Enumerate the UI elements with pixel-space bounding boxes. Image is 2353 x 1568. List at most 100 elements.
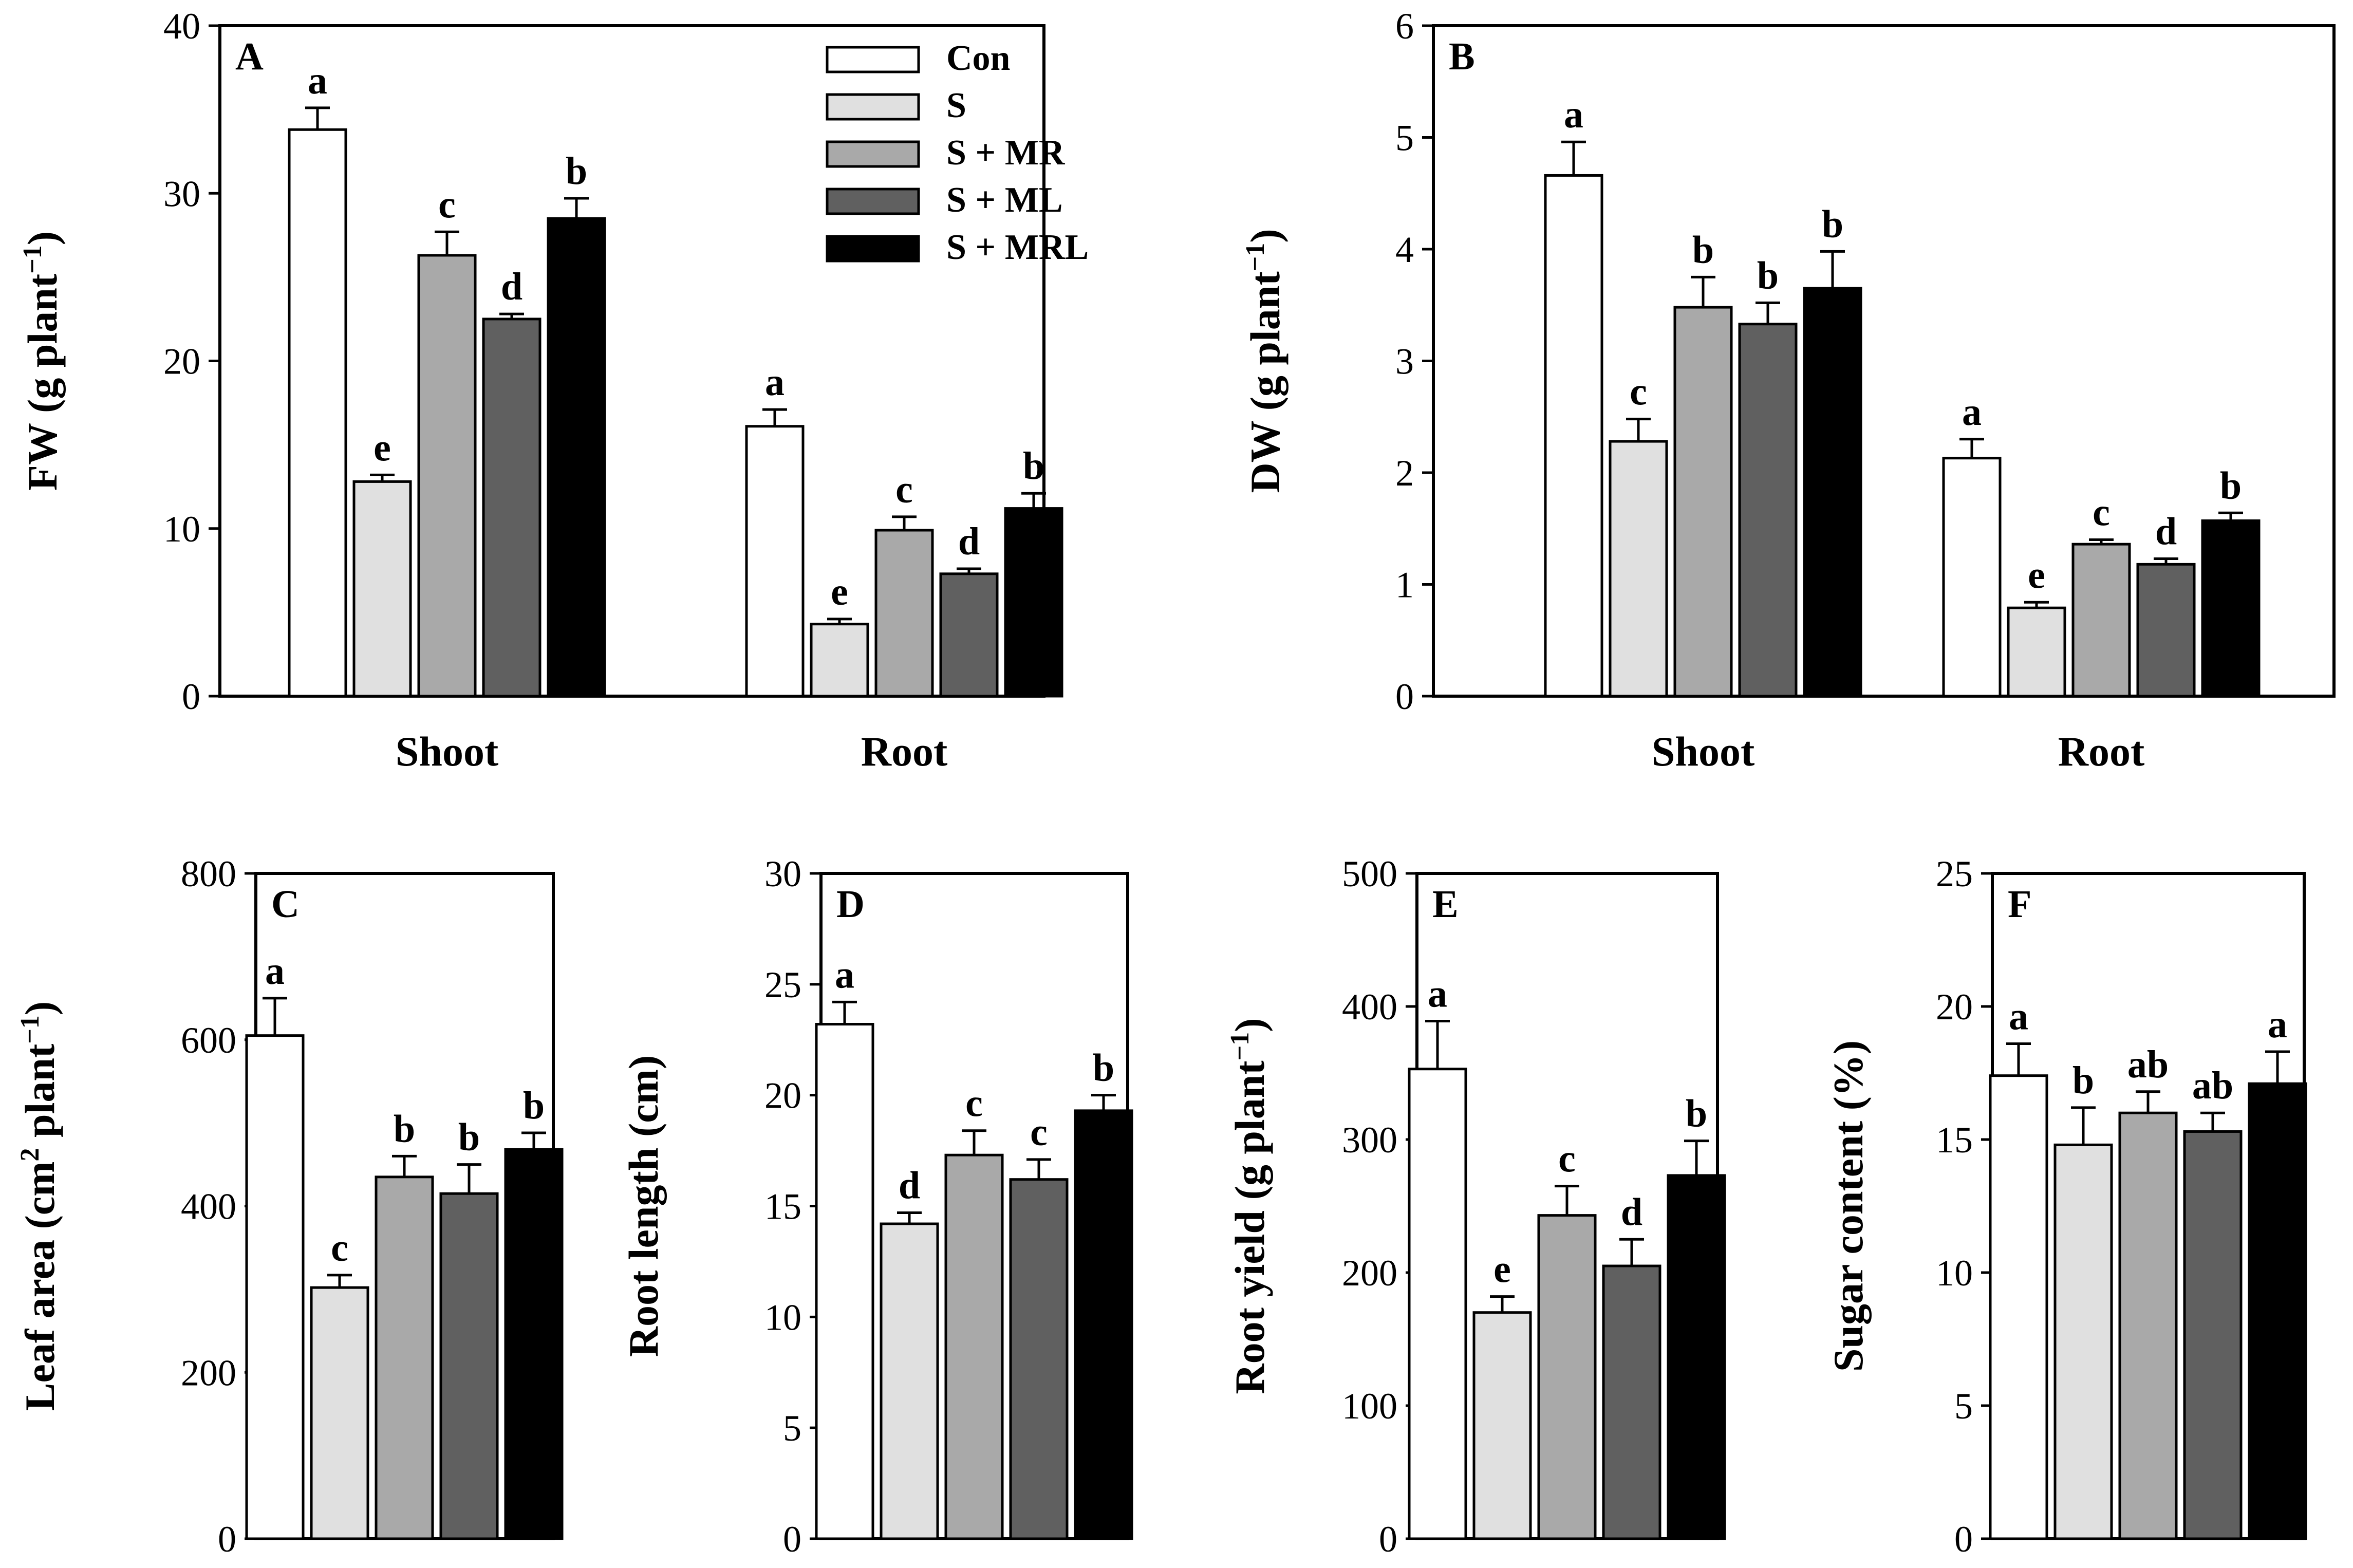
category-label: Shoot: [396, 728, 499, 775]
y-axis-label: FW (g plant−1): [18, 231, 66, 491]
significance-letter: a: [308, 59, 327, 102]
bar: [1989, 1074, 2048, 1540]
bar: [417, 254, 477, 698]
significance-letter: a: [765, 361, 785, 404]
significance-letter: d: [1621, 1190, 1642, 1234]
y-tick-label: 200: [1342, 1253, 1397, 1294]
y-tick-label: 30: [764, 853, 801, 894]
significance-letter: c: [1030, 1111, 1048, 1154]
y-tick-label: 10: [1936, 1253, 1973, 1294]
bar: [1667, 1174, 1726, 1540]
chart-panel-e: 0 100 200 300 400 500 Root yield (g plant−1) Ea…: [1225, 853, 1726, 1560]
y-axis-label-text: FW (g plant: [19, 274, 66, 491]
bar: [245, 1034, 305, 1540]
significance-letter: b: [458, 1116, 480, 1159]
legend-label: S + MR: [946, 133, 1066, 173]
y-tick-label: 30: [163, 173, 200, 214]
bar: [1602, 1264, 1661, 1540]
y-axis-label-text: ): [1242, 229, 1288, 242]
y-tick-label: 10: [764, 1297, 801, 1338]
bar: [2071, 543, 2131, 698]
significance-letter: b: [1757, 254, 1779, 297]
bar: [1537, 1214, 1597, 1540]
y-tick-label: 0: [1954, 1519, 1973, 1560]
y-tick-label: 20: [764, 1075, 801, 1116]
significance-letter: b: [2220, 464, 2242, 507]
legend-label: Con: [946, 39, 1010, 78]
significance-letter: c: [1558, 1137, 1576, 1181]
significance-letter: a: [835, 953, 854, 996]
significance-letter: a: [265, 949, 285, 993]
legend-label: S: [946, 86, 966, 125]
bar: [504, 1148, 564, 1540]
legend-label: S + MRL: [946, 228, 1089, 267]
significance-letter: c: [895, 468, 913, 511]
y-tick-label: 0: [218, 1519, 236, 1560]
y-tick-label: 10: [163, 509, 200, 550]
y-axis-label-text: Root length (cm): [620, 1055, 667, 1357]
bar: [745, 425, 805, 698]
y-tick-label: 2: [1395, 453, 1414, 494]
significance-letter: b: [394, 1107, 415, 1150]
significance-letter: a: [2009, 995, 2028, 1038]
category-label: Root: [861, 728, 948, 775]
legend-swatch: [826, 235, 920, 263]
y-axis-label-text: ): [19, 231, 66, 245]
bar: [375, 1175, 434, 1540]
bar: [1803, 287, 1862, 698]
y-tick-label: 300: [1342, 1119, 1397, 1161]
y-tick-label: 20: [1936, 986, 1973, 1028]
panel-letter: E: [1432, 883, 1459, 926]
y-tick-label: 5: [1395, 118, 1414, 159]
y-tick-label: 0: [1379, 1519, 1397, 1560]
y-axis-label-text: Root yield (g plant: [1226, 1060, 1273, 1394]
bar: [1004, 507, 1063, 698]
y-tick-label: 0: [783, 1519, 801, 1560]
bar: [874, 529, 934, 698]
y-tick-label: 4: [1395, 229, 1414, 270]
y-axis-label-text: plant: [16, 1044, 63, 1148]
y-axis-label-superscript: −1: [1225, 1032, 1255, 1061]
bar: [352, 480, 412, 698]
bar: [439, 1192, 499, 1540]
significance-letter: b: [1686, 1092, 1707, 1135]
bar: [2248, 1082, 2307, 1540]
y-axis-label: Root yield (g plant−1): [1225, 1018, 1273, 1394]
y-tick-label: 25: [1936, 853, 1973, 894]
y-axis-label: Root length (cm): [620, 1055, 667, 1357]
legend-swatch: [826, 46, 920, 73]
significance-letter: e: [374, 426, 391, 469]
panel-letter: B: [1449, 35, 1475, 78]
bar: [1738, 323, 1798, 698]
bar: [1544, 174, 1603, 698]
significance-letter: a: [2268, 1003, 2287, 1046]
bar: [944, 1153, 1004, 1540]
y-axis-label: Sugar content (%): [1825, 1040, 1872, 1372]
y-tick-label: 1: [1395, 565, 1414, 606]
bar: [310, 1286, 369, 1540]
legend: Con S S + MR S + ML S + MRL: [826, 39, 1089, 267]
y-axis-label-superscript: −1: [18, 245, 47, 274]
significance-letter: c: [438, 183, 456, 226]
bar: [2136, 563, 2196, 698]
chart-panel-d: 0 5 10 15 20 25 30 Root length (cm) Da d c c b: [620, 853, 1133, 1560]
bar: [880, 1222, 939, 1540]
y-tick-label: 500: [1342, 853, 1397, 894]
y-axis-label-text: Sugar content (%): [1825, 1040, 1872, 1372]
panel-letter: F: [2008, 883, 2031, 926]
bar: [2183, 1130, 2243, 1540]
y-axis-label: DW (g plant−1): [1241, 229, 1288, 493]
legend-swatch: [826, 93, 920, 121]
significance-letter: c: [2093, 491, 2110, 534]
bar: [547, 217, 606, 698]
y-tick-label: 5: [783, 1408, 801, 1449]
significance-letter: b: [1023, 444, 1044, 488]
significance-letter: b: [1093, 1047, 1114, 1090]
bar: [815, 1023, 874, 1540]
y-tick-label: 20: [163, 341, 200, 382]
y-axis-label-text: ): [16, 1001, 63, 1015]
significance-letter: a: [1962, 390, 1982, 434]
